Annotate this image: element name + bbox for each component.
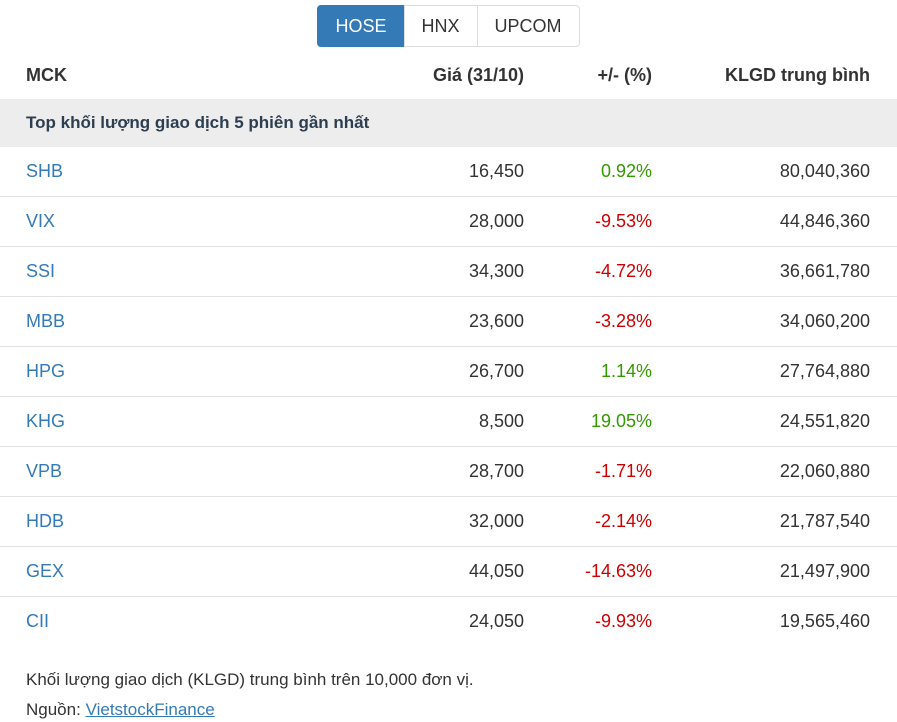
volume-cell: 21,497,900 bbox=[652, 546, 897, 597]
price-cell: 24,050 bbox=[468, 611, 524, 631]
volume-cell: 44,846,360 bbox=[652, 196, 897, 247]
tab-upcom[interactable]: UPCOM bbox=[476, 5, 580, 47]
volume-cell: 19,565,460 bbox=[779, 611, 870, 631]
column-header-change: +/- (%) bbox=[597, 65, 652, 85]
price-cell: 28,000 bbox=[330, 196, 524, 247]
table-row: CII 24,050 -9.93% 19,565,460 bbox=[0, 597, 897, 647]
table-row: MBB 23,600 -3.28% 34,060,200 bbox=[0, 296, 897, 347]
volume-footnote: Khối lượng giao dịch (KLGD) trung bình t… bbox=[26, 670, 474, 689]
price-cell: 23,600 bbox=[330, 296, 524, 347]
price-cell: 16,450 bbox=[330, 147, 524, 197]
change-percent-cell: 0.92% bbox=[524, 147, 652, 197]
table-row: HPG 26,700 1.14% 27,764,880 bbox=[0, 346, 897, 397]
price-cell: 8,500 bbox=[330, 396, 524, 447]
table-header-row: MCK Giá (31/10) +/- (%) KLGD trung bình bbox=[0, 52, 897, 99]
stock-code-link[interactable]: GEX bbox=[26, 561, 65, 581]
table-row: VIX 28,000 -9.53% 44,846,360 bbox=[0, 196, 897, 247]
price-cell: 28,700 bbox=[330, 446, 524, 497]
change-percent-cell: 1.14% bbox=[524, 346, 652, 397]
table-row: SSI 34,300 -4.72% 36,661,780 bbox=[0, 246, 897, 297]
stock-code-link[interactable]: CII bbox=[26, 611, 50, 631]
source-label: Nguồn: bbox=[26, 700, 81, 719]
change-percent-cell: -9.93% bbox=[594, 611, 652, 631]
column-header-volume: KLGD trung bình bbox=[725, 65, 870, 85]
change-percent-cell: -3.28% bbox=[524, 296, 652, 347]
change-percent-cell: -2.14% bbox=[524, 496, 652, 547]
price-cell: 44,050 bbox=[330, 546, 524, 597]
volume-cell: 80,040,360 bbox=[652, 147, 897, 197]
table-row: SHB 16,450 0.92% 80,040,360 bbox=[0, 147, 897, 197]
price-cell: 34,300 bbox=[330, 246, 524, 297]
volume-cell: 24,551,820 bbox=[652, 396, 897, 447]
stock-code-link[interactable]: VIX bbox=[26, 211, 56, 231]
table-body: SHB 16,450 0.92% 80,040,360 VIX 28,000 -… bbox=[0, 147, 897, 646]
price-cell: 32,000 bbox=[330, 496, 524, 547]
volume-cell: 36,661,780 bbox=[652, 246, 897, 297]
stock-code-link[interactable]: VPB bbox=[26, 461, 63, 481]
volume-cell: 34,060,200 bbox=[652, 296, 897, 347]
vietstockfinance-link[interactable]: VietstockFinance bbox=[85, 700, 215, 719]
volume-cell: 22,060,880 bbox=[652, 446, 897, 497]
change-percent-cell: -14.63% bbox=[524, 546, 652, 597]
source-line: Nguồn: VietstockFinance bbox=[26, 700, 897, 720]
table-row: KHG 8,500 19.05% 24,551,820 bbox=[0, 396, 897, 447]
stock-code-link[interactable]: SHB bbox=[26, 161, 64, 181]
table-row: HDB 32,000 -2.14% 21,787,540 bbox=[0, 496, 897, 547]
table-row: VPB 28,700 -1.71% 22,060,880 bbox=[0, 446, 897, 497]
stock-code-link[interactable]: MBB bbox=[26, 311, 66, 331]
change-percent-cell: -9.53% bbox=[524, 196, 652, 247]
stock-code-link[interactable]: HPG bbox=[26, 361, 66, 381]
stock-volume-table: MCK Giá (31/10) +/- (%) KLGD trung bình … bbox=[0, 52, 897, 646]
tab-hnx[interactable]: HNX bbox=[403, 5, 478, 47]
stock-code-link[interactable]: KHG bbox=[26, 411, 66, 431]
tab-hose[interactable]: HOSE bbox=[317, 5, 405, 47]
change-percent-cell: 19.05% bbox=[524, 396, 652, 447]
stock-code-link[interactable]: SSI bbox=[26, 261, 56, 281]
price-cell: 26,700 bbox=[330, 346, 524, 397]
stock-code-link[interactable]: HDB bbox=[26, 511, 65, 531]
section-title: Top khối lượng giao dịch 5 phiên gần nhấ… bbox=[0, 99, 897, 147]
table-row: GEX 44,050 -14.63% 21,497,900 bbox=[0, 546, 897, 597]
exchange-tabbar: HOSE HNX UPCOM bbox=[0, 0, 897, 47]
column-header-price: Giá (31/10) bbox=[432, 65, 524, 85]
volume-cell: 27,764,880 bbox=[652, 346, 897, 397]
change-percent-cell: -1.71% bbox=[524, 446, 652, 497]
volume-cell: 21,787,540 bbox=[652, 496, 897, 547]
change-percent-cell: -4.72% bbox=[524, 246, 652, 297]
section-header-row: Top khối lượng giao dịch 5 phiên gần nhấ… bbox=[0, 99, 897, 147]
column-header-mck: MCK bbox=[26, 65, 67, 85]
